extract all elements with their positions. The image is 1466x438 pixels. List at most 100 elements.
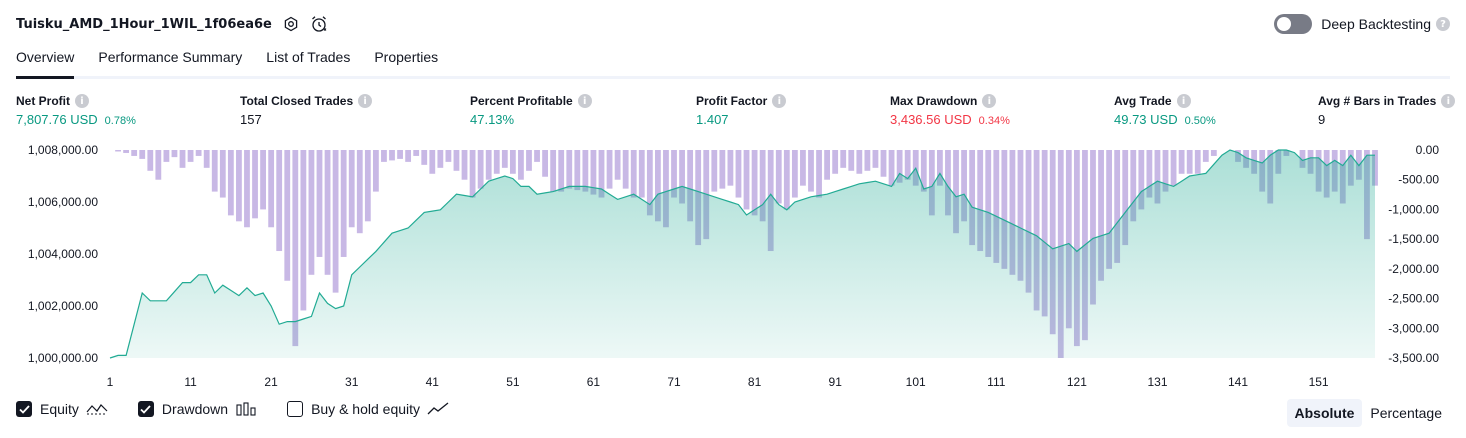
left-tick-label: 1,006,000.00 [28,195,98,209]
drawdown-bar [348,150,355,228]
drawdown-toggle[interactable]: Drawdown [137,401,257,417]
drawdown-bar [324,150,331,275]
absolute-mode-button[interactable]: Absolute [1286,399,1363,427]
drawdown-bar [485,150,492,180]
drawdown-bar [1194,150,1201,174]
right-tick-label: -1,500.00 [1388,232,1439,246]
drawdown-bar [1146,150,1153,198]
right-tick-label: -1,000.00 [1388,202,1439,216]
info-icon[interactable]: i [1176,94,1191,108]
equity-line [109,149,1375,359]
equity-drawdown-chart[interactable]: 1,008,000.00 1,006,000.00 1,004,000.00 1,00… [0,140,1466,395]
buy-hold-toggle[interactable]: Buy & hold equity [287,401,449,417]
tab-list-of-trades[interactable]: List of Trades [266,49,351,65]
info-icon[interactable]: i [982,94,997,108]
drawdown-bar [236,150,242,222]
drawdown-bar [155,150,162,180]
equity-label: Equity [40,401,79,417]
equity-toggle[interactable]: Equity [16,401,108,417]
percentage-mode-button[interactable]: Percentage [1370,405,1442,421]
metric-value: 9 [1318,112,1326,127]
drawdown-bar [1122,150,1129,246]
metric-value: 7,807.76 USD [16,112,98,127]
tab-performance-summary[interactable]: Performance Summary [98,49,243,65]
drawdown-bar [1090,150,1096,305]
drawdown-bar [1009,150,1016,275]
x-tick-label: 31 [345,375,359,389]
drawdown-bar [582,150,589,192]
drawdown-bar [928,150,935,216]
metric-label: Avg # Bars in Trades [1318,94,1437,108]
drawdown-bar [332,150,339,293]
drawdown-bar [993,150,1000,263]
settings-gear-icon[interactable] [282,15,300,33]
drawdown-bar [509,150,516,174]
drawdown-bar [1154,150,1161,204]
drawdown-bar [558,150,565,192]
buy-hold-checkbox[interactable] [287,401,304,417]
metric-value: 1.407 [696,112,729,127]
metric-label: Net Profit [16,94,70,108]
drawdown-bar [880,150,887,177]
metric-percent: 0.34% [978,115,1010,127]
drawdown-bar [1202,150,1209,162]
drawdown-bar [751,150,758,216]
drawdown-bar [115,150,121,152]
equity-checkbox[interactable] [16,401,32,417]
help-icon[interactable]: ? [1436,17,1450,31]
drawdown-bar [977,150,984,252]
drawdown-bar [429,150,436,174]
drawdown-bar [276,150,283,252]
drawdown-bar [920,150,927,192]
info-icon[interactable]: i [1441,94,1456,108]
info-icon[interactable]: i [577,94,592,108]
drawdown-bar [1130,150,1137,222]
drawdown-bar [203,150,210,168]
metric-value: 3,436.56 USD [890,112,972,127]
drawdown-bar [1162,150,1169,192]
drawdown-bar [493,150,500,174]
right-tick-label: -2,500.00 [1388,292,1439,306]
x-tick-label: 151 [1309,375,1329,389]
drawdown-bar [381,150,387,162]
metric-label: Percent Profitable [470,94,573,108]
drawdown-bar [622,150,629,189]
x-axis: 1 11 21 31 41 51 61 71 81 91 101 111 121 131 141 151 [107,375,1329,389]
deep-backtesting-toggle[interactable] [1274,14,1313,34]
drawdown-bar [743,150,750,210]
drawdown-bar [1178,150,1185,174]
drawdown-bar [953,150,959,234]
tab-properties[interactable]: Properties [374,49,439,65]
drawdown-bar [469,150,476,198]
info-icon[interactable]: i [75,94,89,108]
drawdown-bar [244,150,250,228]
drawdown-bar [389,150,395,161]
left-tick-label: 1,008,000.00 [28,143,98,157]
x-tick-label: 51 [506,375,520,389]
drawdown-bar [139,150,146,159]
metric-net-profit: Net Profit i 7,807.76 USD 0.78% [16,92,136,127]
x-tick-label: 101 [906,375,926,389]
drawdown-checkbox[interactable] [137,401,154,417]
alarm-clock-icon[interactable] [310,15,328,33]
drawdown-bar [1299,150,1306,168]
drawdown-bar [187,150,194,162]
left-tick-label: 1,002,000.00 [28,299,98,313]
metric-avg-trade: Avg Trade i 49.73 USD 0.50% [1114,92,1216,127]
drawdown-bar [147,150,154,171]
x-tick-label: 91 [829,375,843,389]
drawdown-bar [840,150,847,168]
metric-total-closed-trades: Total Closed Trades i 157 [240,92,373,127]
drawdown-bar [719,150,726,189]
drawdown-bar [590,150,597,195]
deep-backtesting: Deep Backtesting ? [1274,12,1450,36]
drawdown-bar [824,150,830,180]
metric-value: 47.13% [470,112,515,127]
info-icon[interactable]: i [358,94,373,108]
info-icon[interactable]: i [772,94,787,108]
x-tick-label: 81 [748,375,762,389]
right-tick-label: -3,500.00 [1388,351,1439,365]
tab-overview[interactable]: Overview [16,44,75,79]
drawdown-bar [1210,150,1217,156]
drawdown-bar [1186,150,1193,174]
